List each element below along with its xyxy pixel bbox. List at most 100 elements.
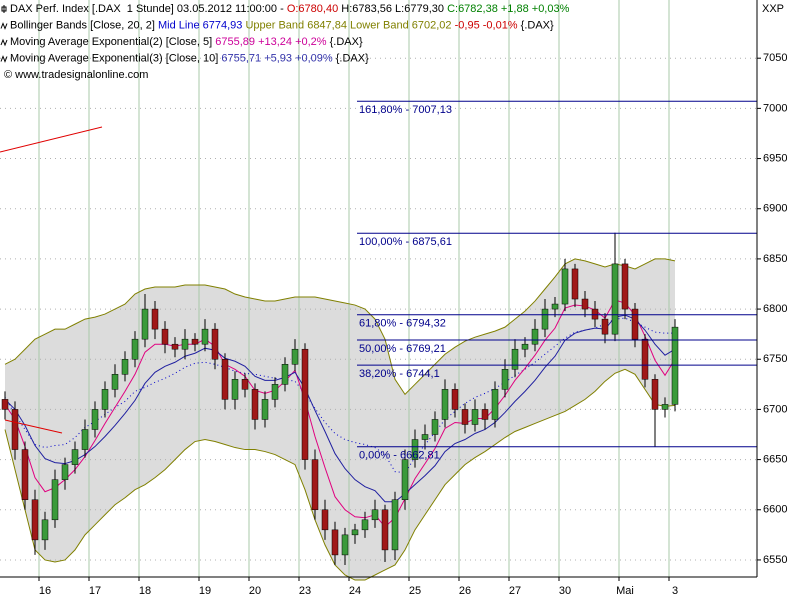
legend-segment: DAX Perf. Index [.DAX 1 Stunde] 03.05.20… <box>10 3 287 15</box>
candle-body <box>481 409 489 420</box>
x-tick-label: 17 <box>89 585 101 597</box>
trend-line <box>0 126 103 153</box>
legend-segment: {.DAX} <box>518 19 554 31</box>
legend-segment: C:6782,38 +1,88 +0,03% <box>447 3 570 15</box>
candle-body <box>311 459 319 511</box>
legend-icon <box>0 38 8 47</box>
x-tick-label: 30 <box>559 585 571 597</box>
candle-body <box>341 534 349 556</box>
candle-body <box>161 328 169 345</box>
legend-icon <box>1 5 7 13</box>
candle-body <box>671 326 679 405</box>
y-tick-label: 6800 <box>763 303 787 315</box>
legend-segment: 6755,89 +13,24 +0,2% <box>215 36 327 48</box>
fib-label: 61,80% - 6794,32 <box>359 318 446 330</box>
legend-segment: -0,95 -0,01% <box>455 19 518 31</box>
indicator-line <box>4 299 676 528</box>
candle-body <box>141 308 149 340</box>
legend-line: © www.tradesignalonline.com <box>4 69 148 81</box>
candle-body <box>201 328 209 345</box>
candle-body <box>81 429 89 450</box>
candle-body <box>581 298 589 310</box>
candle-body <box>261 399 269 420</box>
x-tick-label: Mai <box>616 585 634 597</box>
band-fill <box>5 258 675 581</box>
x-tick-label: 26 <box>459 585 471 597</box>
candle-body <box>651 379 659 410</box>
legend-segment: O:6780,40 <box>287 3 338 15</box>
candle-body <box>61 464 69 480</box>
legend-segment: Moving Average Exponential(3) [Close, 10… <box>10 52 221 64</box>
legend-segment: Moving Average Exponential(2) [Close, 5] <box>10 36 215 48</box>
candle-body <box>381 509 389 551</box>
y-tick-label: 6550 <box>763 554 787 566</box>
x-tick-label: 20 <box>249 585 261 597</box>
candle-body <box>421 434 429 440</box>
indicator-line <box>4 314 676 503</box>
candle-body <box>291 348 299 365</box>
legend-icon <box>0 22 8 30</box>
legend-line: DAX Perf. Index [.DAX 1 Stunde] 03.05.20… <box>10 3 570 15</box>
x-tick-label: 27 <box>509 585 521 597</box>
candle-body <box>301 348 309 460</box>
candle-body <box>181 338 189 350</box>
legend-segment: {.DAX} <box>327 36 363 48</box>
fib-label: 38,20% - 6744,1 <box>359 368 440 380</box>
candle-body <box>41 519 49 541</box>
legend-segment: {.DAX} <box>333 52 369 64</box>
candle-body <box>321 509 329 531</box>
candle-body <box>431 419 439 435</box>
legend-segment: Upper Band 6847,84 Lower Band 6702,02 <box>245 19 454 31</box>
candle-body <box>411 439 419 460</box>
candle-body <box>541 308 549 330</box>
candle-body <box>501 369 509 390</box>
fib-label: 0,00% - 6662,81 <box>359 450 440 462</box>
candle-body <box>91 409 99 430</box>
candle-body <box>621 263 629 310</box>
candle-body <box>491 389 499 420</box>
legend-line: Bollinger Bands [Close, 20, 2] Mid Line … <box>10 19 554 31</box>
y-tick-label: 6900 <box>763 203 787 215</box>
fib-label: 161,80% - 7007,13 <box>359 104 452 116</box>
fib-label: 50,00% - 6769,21 <box>359 343 446 355</box>
y-tick-label: 6850 <box>763 253 787 265</box>
candle-body <box>331 529 339 556</box>
legend-segment: H:6783,56 L:6779,30 <box>338 3 447 15</box>
candle-body <box>1 399 9 410</box>
candle-body <box>171 343 179 350</box>
candle-body <box>641 338 649 380</box>
candle-body <box>461 409 469 425</box>
candle-body <box>471 409 479 425</box>
legend-line: Moving Average Exponential(3) [Close, 10… <box>10 52 369 64</box>
candle-body <box>281 364 289 385</box>
candle-body <box>121 358 129 375</box>
legend-segment: Mid Line 6774,93 <box>158 19 245 31</box>
candle-body <box>111 374 119 390</box>
candle-body <box>631 308 639 340</box>
candle-body <box>131 338 139 360</box>
y-tick-label: 6700 <box>763 403 787 415</box>
candle-body <box>551 303 559 310</box>
candle-body <box>11 409 19 450</box>
y-tick-label: 6950 <box>763 152 787 164</box>
indicator-line <box>4 258 676 396</box>
candle-body <box>151 308 159 330</box>
candle-body <box>351 529 359 536</box>
y-tick-label: 7050 <box>763 52 787 64</box>
candle-body <box>611 263 619 335</box>
y-tick-label: 7000 <box>763 102 787 114</box>
candle-body <box>361 519 369 531</box>
x-tick-label: 3 <box>672 585 678 597</box>
y-tick-label: 6600 <box>763 504 787 516</box>
candle-body <box>241 379 249 390</box>
candle-body <box>511 348 519 370</box>
plot-layer: 161,80% - 7007,13 100,00% - 6875,61 61,80%… <box>0 0 761 581</box>
fib-label: 100,00% - 6875,61 <box>359 236 452 248</box>
candle-body <box>191 338 199 345</box>
candle-body <box>271 384 279 400</box>
candle-body <box>531 328 539 345</box>
x-tick-label: 19 <box>199 585 211 597</box>
corner-label: XXP <box>762 3 784 15</box>
legend-segment: © www.tradesignalonline.com <box>4 69 148 81</box>
